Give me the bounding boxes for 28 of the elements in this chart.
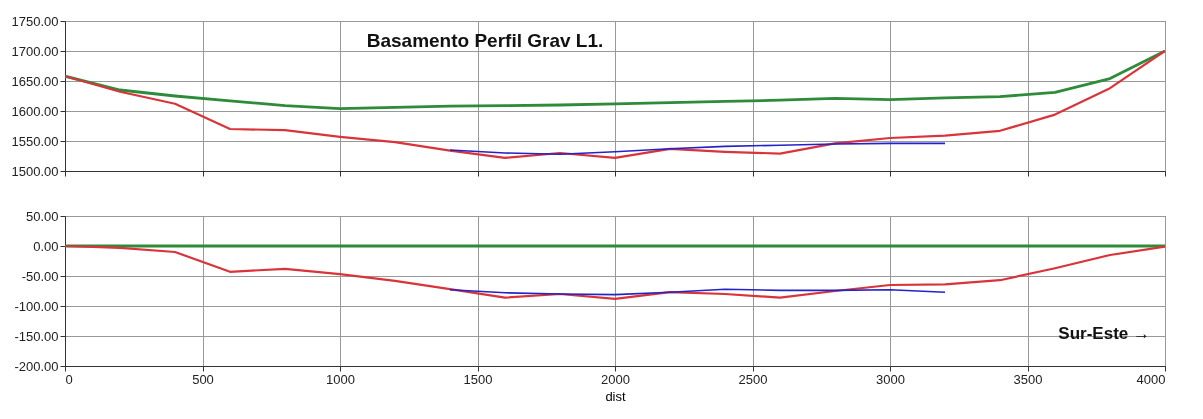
y-tick-label: 1750.00 [11,13,59,29]
y-tick-label: -100.00 [14,298,59,314]
y-tick-label: -200.00 [14,358,59,374]
x-tick-label: 2000 [601,371,630,387]
line-series [65,49,1165,159]
x-tick-label: 4000 [1136,371,1166,387]
x-tick-label: 0 [65,371,73,387]
x-tick-label: 1500 [463,371,493,387]
x-axis-title: dist [605,388,626,404]
y-tick-label: -150.00 [14,328,59,344]
x-tick-label: 3000 [876,371,905,387]
y-tick-label: 1600.00 [11,103,59,119]
x-tick-label: 3500 [1013,371,1043,387]
x-tick-label: 500 [192,371,214,387]
y-tick-label: 1650.00 [11,73,59,89]
chart-title: Basamento Perfil Grav L1. [366,30,604,51]
line-series [65,244,1165,300]
y-tick-label: -50.00 [21,268,59,284]
y-tick-label: 1500.00 [11,163,59,179]
line-series [65,49,1165,110]
y-tick-label: 1550.00 [11,133,59,149]
annotation: Sur-Este → [1058,324,1150,343]
x-tick-label: 1000 [326,371,355,387]
x-tick-label: 2500 [738,371,768,387]
line-series [449,142,946,155]
y-tick-label: 50.00 [25,208,59,224]
y-tick-label: 1700.00 [11,43,59,59]
y-tick-label: 0.00 [33,238,59,254]
